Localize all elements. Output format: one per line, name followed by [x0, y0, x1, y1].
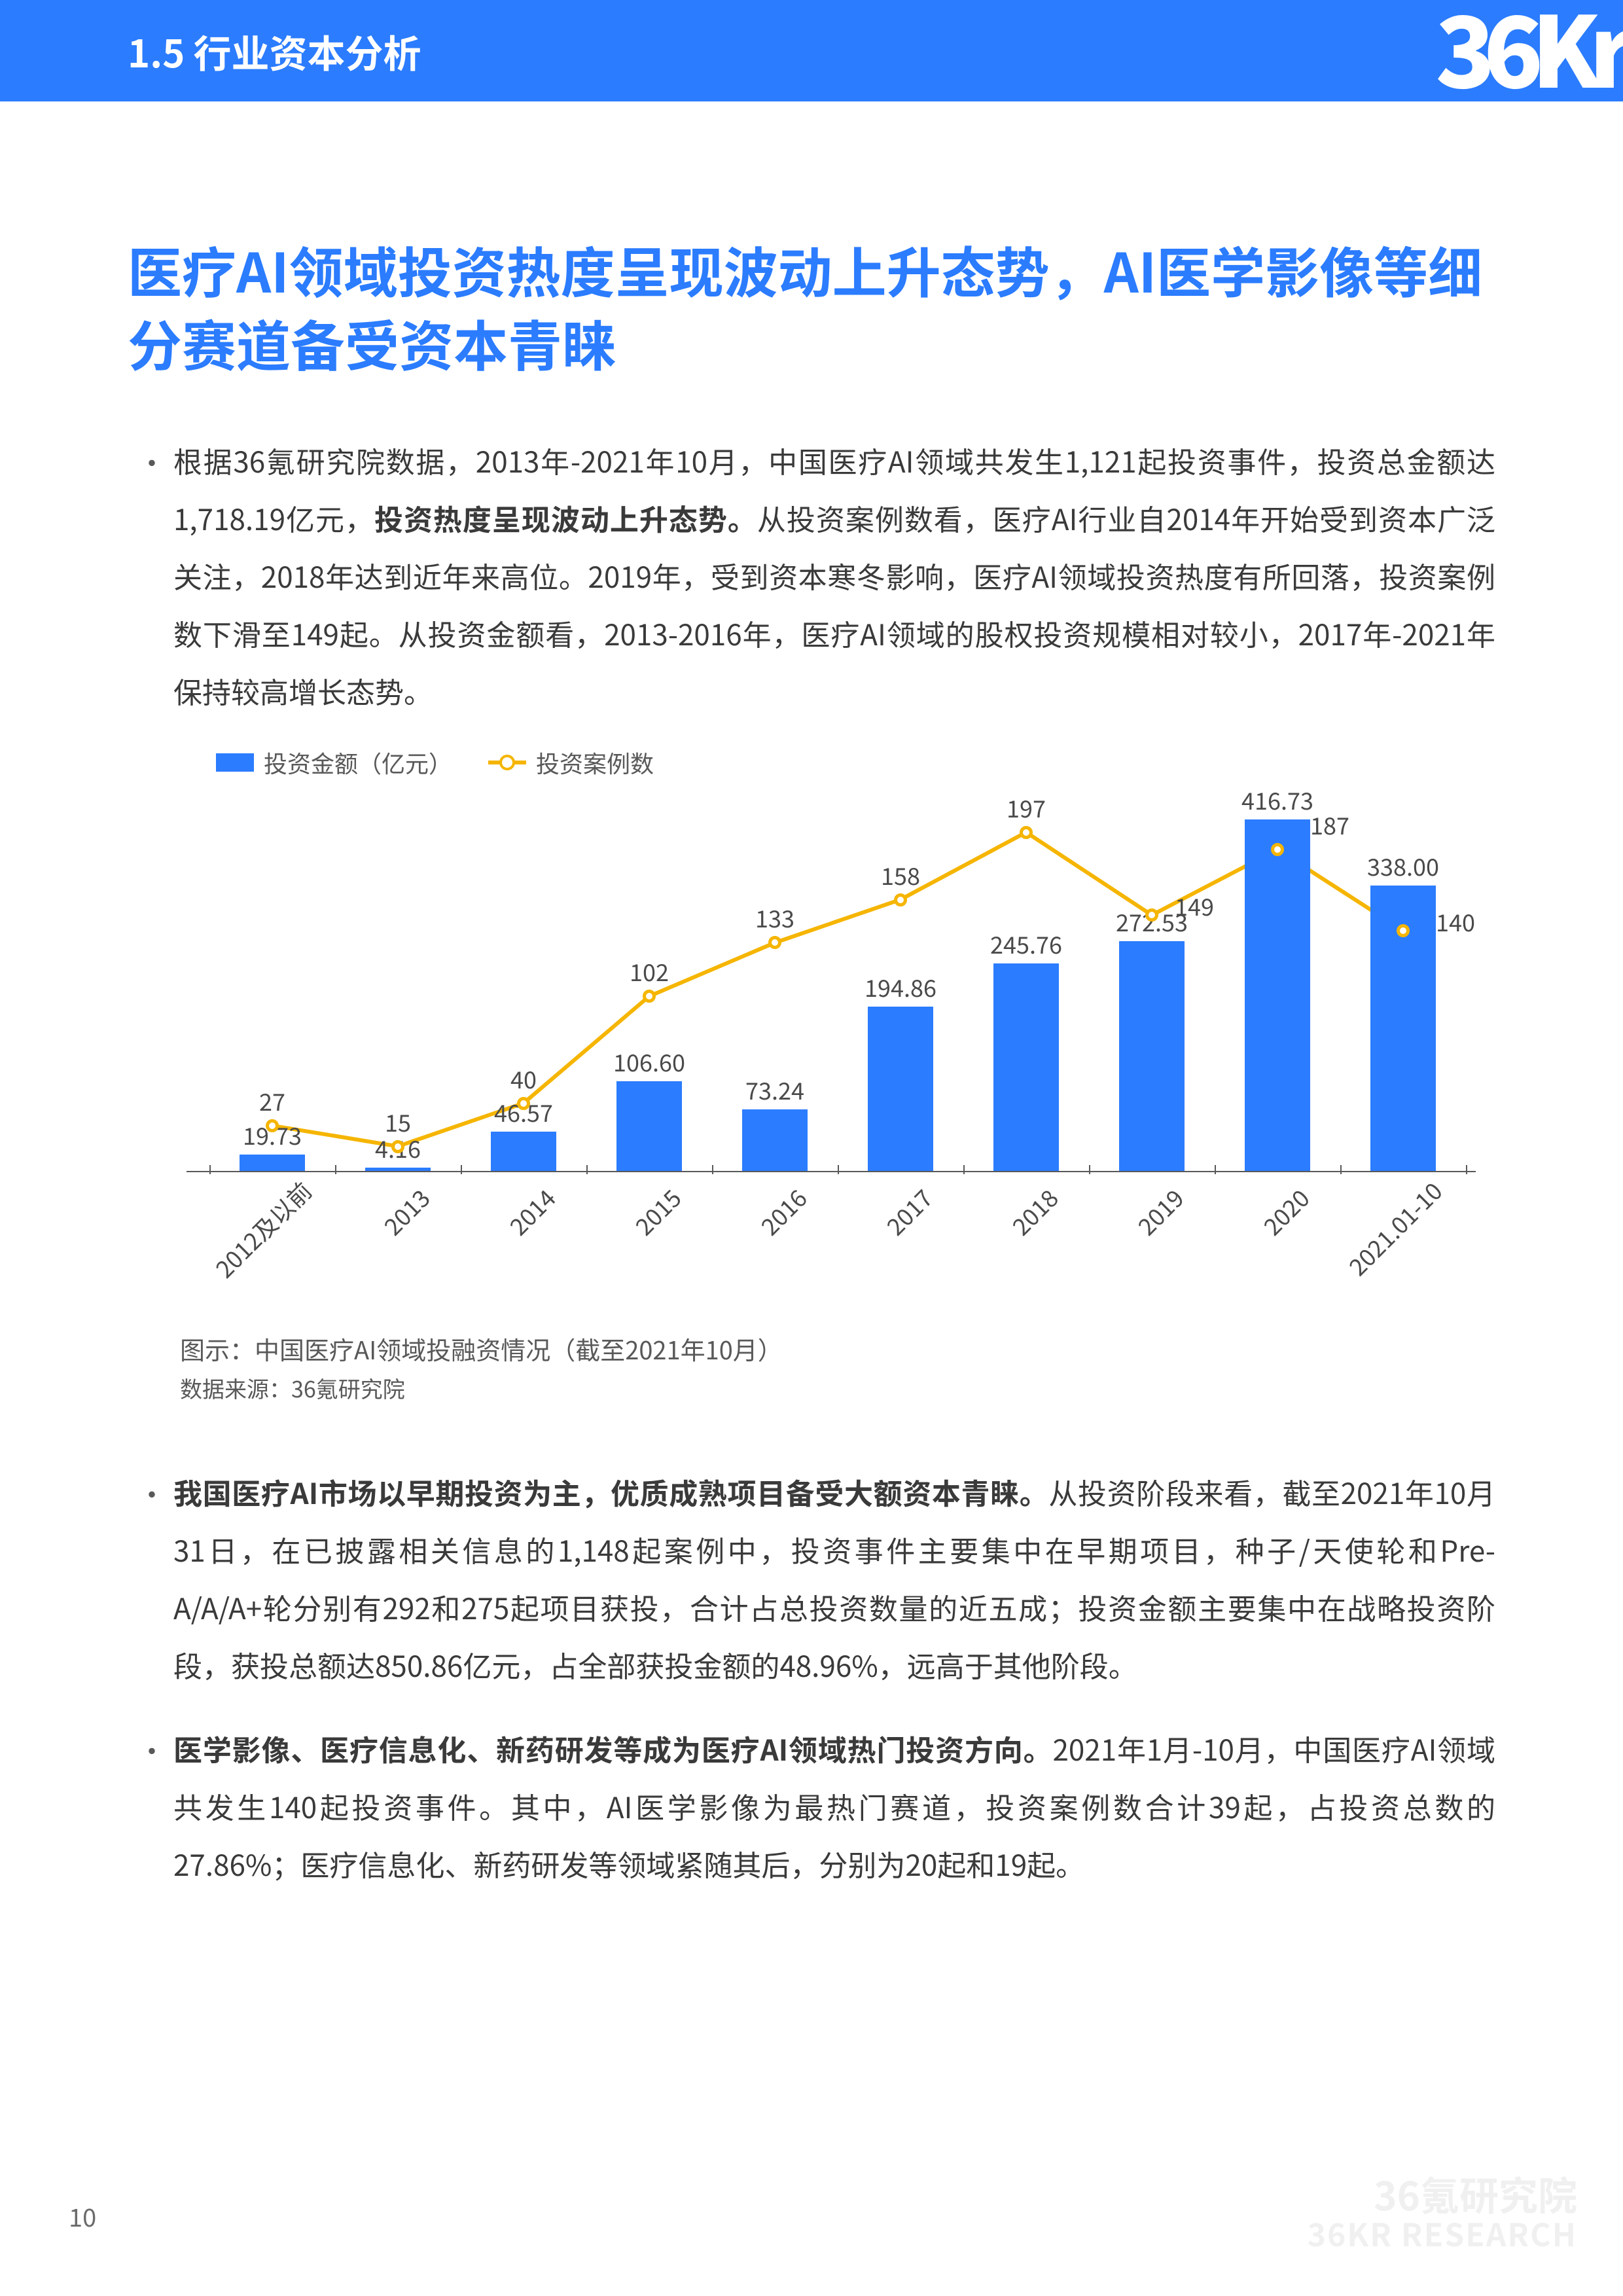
- x-axis-label: 2017: [878, 1181, 939, 1242]
- x-axis-label: 2013: [376, 1181, 437, 1242]
- line-marker: [1020, 826, 1033, 839]
- line-value-label: 140: [1416, 905, 1495, 939]
- bullet-text: 根据36氪研究院数据，2013年-2021年10月，中国医疗AI领域共发生1,1…: [173, 431, 1495, 719]
- watermark: 36氪研究院 36KR RESEARCH: [1308, 2172, 1577, 2250]
- line-marker: [517, 1097, 530, 1110]
- x-axis-label: 2014: [501, 1181, 562, 1242]
- bar: [1245, 819, 1310, 1171]
- page-title: 医疗AI领域投资热度呈现波动上升态势，AI医学影像等细分赛道备受资本青睐: [128, 232, 1495, 379]
- line-marker: [768, 936, 781, 949]
- bar-value-label: 73.24: [709, 1073, 840, 1107]
- bar: [240, 1155, 305, 1171]
- x-axis-label: 2012及以前: [207, 1174, 319, 1285]
- x-axis-label: 2019: [1130, 1181, 1190, 1242]
- legend-bar: 投资金额（亿元）: [216, 745, 452, 780]
- line-marker: [894, 893, 907, 906]
- line-marker: [1271, 843, 1284, 856]
- line-value-label: 197: [987, 791, 1065, 825]
- line-value-label: 15: [359, 1105, 437, 1139]
- chart-source-text: 数据来源：36氪研究院: [180, 1372, 1495, 1404]
- bullet-text: 我国医疗AI市场以早期投资为主，优质成熟项目备受大额资本青睐。从投资阶段来看，截…: [173, 1463, 1495, 1693]
- bar: [742, 1109, 808, 1171]
- chart-caption: 图示：中国医疗AI领域投融资情况（截至2021年10月） 数据来源：36氪研究院: [180, 1331, 1495, 1404]
- bullet-item: • 我国医疗AI市场以早期投资为主，优质成熟项目备受大额资本青睐。从投资阶段来看…: [128, 1463, 1495, 1693]
- page-number: 10: [69, 2198, 96, 2234]
- bar: [365, 1168, 431, 1171]
- x-axis-label: 2016: [753, 1181, 813, 1242]
- x-axis-label: 2018: [1004, 1181, 1065, 1242]
- bar-value-label: 106.60: [584, 1045, 715, 1079]
- legend-line-label: 投资案例数: [536, 745, 654, 780]
- bar: [491, 1132, 556, 1171]
- line-value-label: 149: [1155, 889, 1234, 923]
- chart-caption-text: 图示：中国医疗AI领域投融资情况（截至2021年10月）: [180, 1331, 1495, 1367]
- brand-logo: 36Kr: [1435, 0, 1623, 95]
- line-value-label: 27: [233, 1084, 312, 1118]
- legend-bar-label: 投资金额（亿元）: [264, 745, 452, 780]
- watermark-en: 36KR RESEARCH: [1308, 2215, 1577, 2250]
- bar: [868, 1007, 933, 1171]
- line-marker: [266, 1119, 279, 1132]
- line-value-label: 40: [484, 1062, 563, 1096]
- header-bar: 1.5 行业资本分析 36Kr: [0, 0, 1623, 101]
- line-marker: [643, 990, 656, 1003]
- line-value-label: 102: [610, 954, 688, 988]
- x-axis-label: 2020: [1255, 1181, 1316, 1242]
- x-axis-label: 2015: [627, 1181, 688, 1242]
- bullet-marker: •: [128, 431, 173, 719]
- investment-chart: 投资金额（亿元） 投资案例数 19.734.1646.57106.6073.24…: [180, 745, 1495, 1311]
- bar: [616, 1081, 682, 1171]
- line-swatch-icon: [488, 761, 526, 764]
- line-value-label: 187: [1291, 808, 1369, 842]
- chart-legend: 投资金额（亿元） 投资案例数: [216, 745, 1495, 780]
- bullet-marker: •: [128, 1719, 173, 1892]
- line-value-label: 158: [861, 858, 940, 892]
- bar: [993, 963, 1059, 1171]
- bullet-item: • 根据36氪研究院数据，2013年-2021年10月，中国医疗AI领域共发生1…: [128, 431, 1495, 719]
- x-axis-label: 2021.01-10: [1340, 1174, 1449, 1283]
- bullet-text: 医学影像、医疗信息化、新药研发等成为医疗AI领域热门投资方向。2021年1月-1…: [173, 1719, 1495, 1892]
- bar-value-label: 338.00: [1338, 849, 1469, 883]
- x-axis-labels: 2012及以前201320142015201620172018201920202…: [180, 1180, 1495, 1311]
- bar-value-label: 194.86: [835, 970, 966, 1004]
- section-title: 1.5 行业资本分析: [128, 24, 421, 79]
- bar-swatch-icon: [216, 753, 254, 772]
- bar: [1119, 941, 1185, 1171]
- line-value-label: 133: [736, 901, 814, 935]
- bar-value-label: 245.76: [961, 927, 1092, 961]
- legend-line: 投资案例数: [488, 745, 654, 780]
- line-marker: [391, 1140, 404, 1153]
- chart-plot-area: 19.734.1646.57106.6073.24194.86245.76272…: [180, 793, 1495, 1172]
- line-marker: [1397, 924, 1410, 937]
- bullet-item: • 医学影像、医疗信息化、新药研发等成为医疗AI领域热门投资方向。2021年1月…: [128, 1719, 1495, 1892]
- bullet-marker: •: [128, 1463, 173, 1693]
